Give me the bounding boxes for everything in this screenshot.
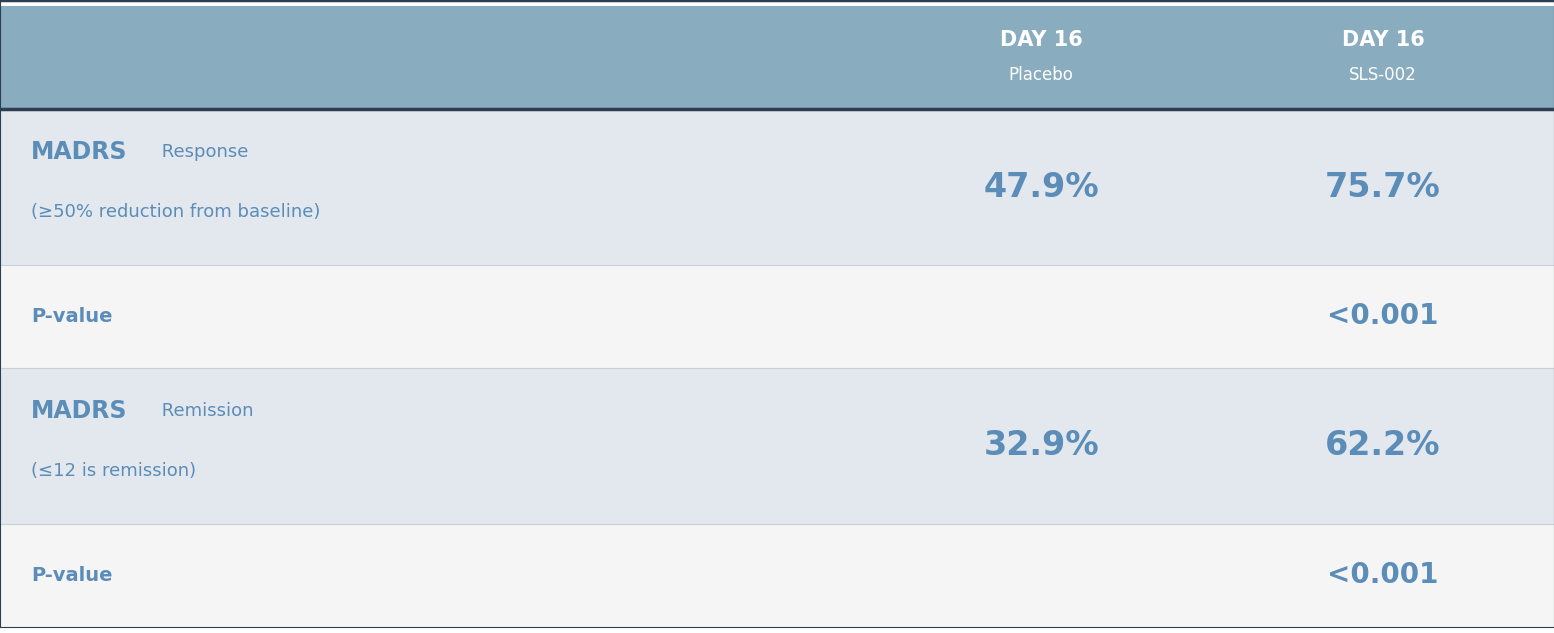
Text: DAY 16: DAY 16 [1341, 30, 1425, 50]
Text: <0.001: <0.001 [1327, 303, 1439, 330]
Text: <0.001: <0.001 [1327, 561, 1439, 589]
Bar [0, 524, 1554, 627]
Text: SLS-002: SLS-002 [1349, 66, 1417, 84]
Text: P-value: P-value [31, 307, 112, 326]
Text: 32.9%: 32.9% [984, 429, 1099, 462]
Text: 62.2%: 62.2% [1326, 429, 1441, 462]
Text: (≥50% reduction from baseline): (≥50% reduction from baseline) [31, 203, 320, 222]
Bar [0, 368, 1554, 524]
Text: Placebo: Placebo [1009, 66, 1074, 84]
Text: DAY 16: DAY 16 [999, 30, 1083, 50]
Bar [0, 109, 1554, 265]
Text: (≤12 is remission): (≤12 is remission) [31, 462, 196, 480]
Text: 75.7%: 75.7% [1326, 171, 1441, 204]
Bar [0, 265, 1554, 368]
Text: Remission: Remission [155, 402, 253, 420]
Text: MADRS: MADRS [31, 141, 127, 165]
Text: MADRS: MADRS [31, 399, 127, 423]
Text: P-value: P-value [31, 566, 112, 585]
Text: Response: Response [155, 143, 249, 161]
Text: 47.9%: 47.9% [984, 171, 1099, 204]
Bar [0, 6, 1554, 109]
